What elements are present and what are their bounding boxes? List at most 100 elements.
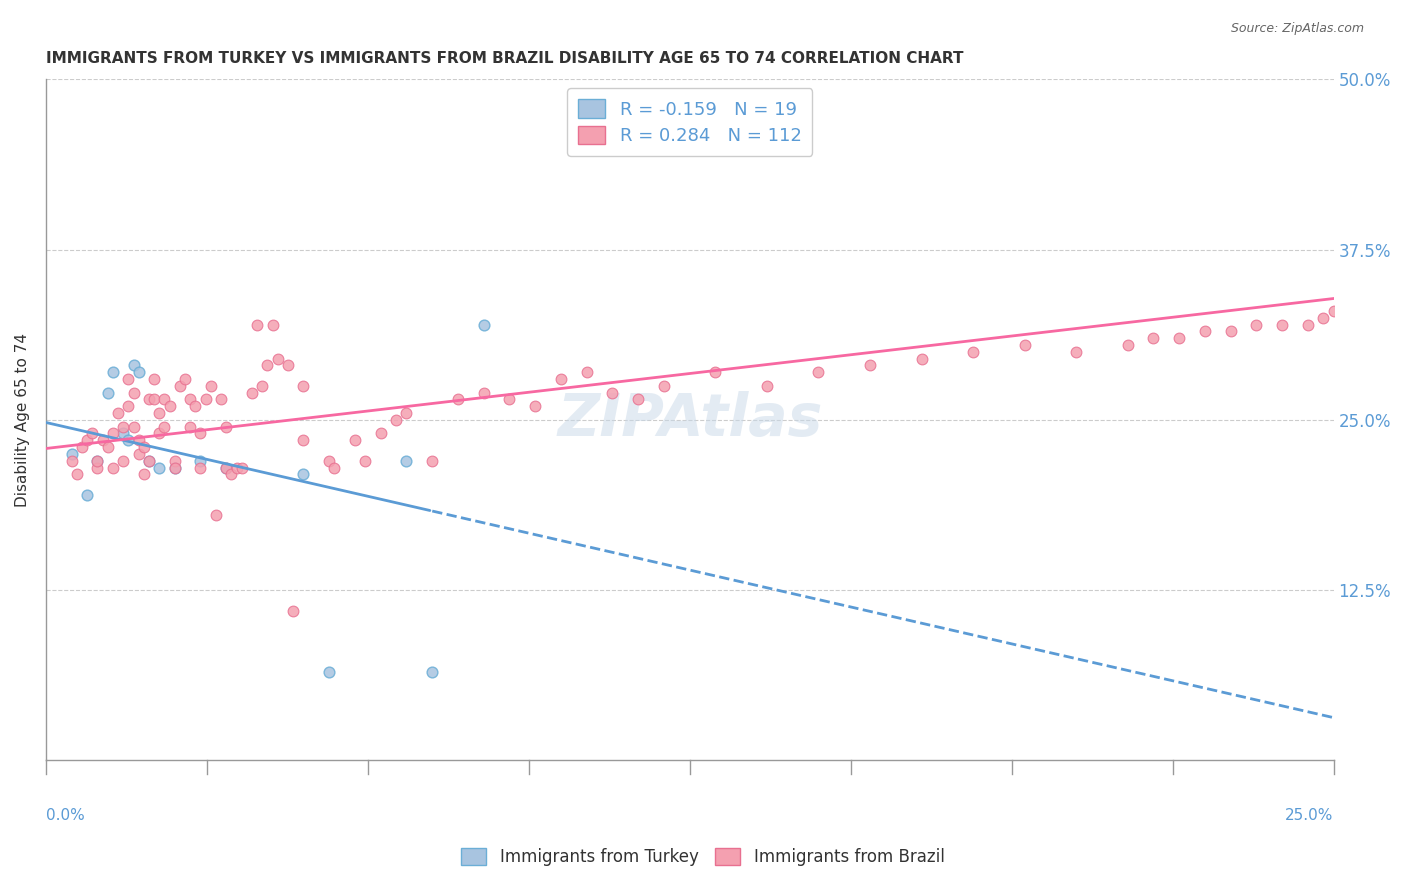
Point [1364, 297, 1386, 311]
Point [132, 467, 155, 482]
Point [148, 426, 170, 441]
Point [86, 454, 108, 468]
Point [190, 426, 212, 441]
Point [169, 379, 191, 393]
Point [70, 440, 93, 454]
Point [1333, 297, 1355, 311]
Point [524, 399, 547, 413]
Point [240, 385, 263, 400]
Point [318, 665, 340, 679]
Point [101, 460, 124, 475]
Point [756, 379, 779, 393]
Point [128, 447, 150, 461]
Point [262, 318, 284, 332]
Text: 25.0%: 25.0% [1285, 808, 1333, 823]
Text: Source: ZipAtlas.com: Source: ZipAtlas.com [1230, 22, 1364, 36]
Point [138, 454, 160, 468]
Point [107, 406, 129, 420]
Point [283, 603, 305, 617]
Point [112, 454, 135, 468]
Point [122, 359, 145, 373]
Point [1064, 344, 1087, 359]
Point [112, 419, 135, 434]
Point [76, 488, 98, 502]
Point [292, 379, 315, 393]
Point [209, 392, 232, 407]
Point [159, 399, 181, 413]
Point [138, 454, 160, 468]
Point [60, 454, 83, 468]
Text: IMMIGRANTS FROM TURKEY VS IMMIGRANTS FROM BRAZIL DISABILITY AGE 65 TO 74 CORRELA: IMMIGRANTS FROM TURKEY VS IMMIGRANTS FRO… [46, 51, 963, 66]
Point [652, 379, 675, 393]
Point [910, 351, 932, 366]
Point [354, 454, 377, 468]
Point [97, 385, 120, 400]
Point [97, 440, 120, 454]
Point [1348, 310, 1371, 325]
Point [174, 372, 197, 386]
Point [215, 419, 238, 434]
Point [215, 460, 238, 475]
Point [82, 426, 104, 441]
Point [179, 419, 201, 434]
Point [385, 413, 408, 427]
Point [395, 454, 418, 468]
Point [215, 460, 238, 475]
Point [550, 372, 572, 386]
Point [498, 392, 520, 407]
Point [231, 460, 253, 475]
Point [1116, 338, 1139, 352]
Point [153, 392, 176, 407]
Point [117, 372, 139, 386]
Point [163, 460, 186, 475]
Point [323, 460, 346, 475]
Point [472, 318, 495, 332]
Point [420, 665, 443, 679]
Point [148, 406, 170, 420]
Point [128, 434, 150, 448]
Legend: R = -0.159   N = 19, R = 0.284   N = 112: R = -0.159 N = 19, R = 0.284 N = 112 [567, 88, 813, 156]
Point [153, 419, 176, 434]
Point [1142, 331, 1164, 345]
Legend: Immigrants from Turkey, Immigrants from Brazil: Immigrants from Turkey, Immigrants from … [453, 840, 953, 875]
Point [267, 351, 290, 366]
Point [1312, 310, 1334, 325]
Point [122, 385, 145, 400]
Point [66, 467, 89, 482]
Point [190, 460, 212, 475]
Point [190, 454, 212, 468]
Point [807, 365, 830, 379]
Point [1014, 338, 1036, 352]
Point [472, 385, 495, 400]
Point [1219, 324, 1241, 338]
Point [143, 372, 166, 386]
Point [86, 460, 108, 475]
Point [117, 434, 139, 448]
Point [575, 365, 598, 379]
Point [200, 379, 222, 393]
Point [138, 392, 160, 407]
Point [292, 467, 315, 482]
Point [627, 392, 650, 407]
Point [1296, 318, 1319, 332]
Point [252, 379, 274, 393]
Point [1374, 290, 1396, 304]
Point [112, 426, 135, 441]
Point [122, 419, 145, 434]
Point [194, 392, 217, 407]
Point [343, 434, 366, 448]
Point [86, 454, 108, 468]
Point [420, 454, 443, 468]
Point [1399, 290, 1406, 304]
Point [246, 318, 269, 332]
Point [704, 365, 727, 379]
Point [179, 392, 201, 407]
Point [256, 359, 278, 373]
Text: ZIPAtlas: ZIPAtlas [557, 392, 823, 449]
Point [76, 434, 98, 448]
Y-axis label: Disability Age 65 to 74: Disability Age 65 to 74 [15, 333, 30, 507]
Point [225, 460, 247, 475]
Point [1246, 318, 1268, 332]
Point [292, 434, 315, 448]
Point [1322, 304, 1344, 318]
